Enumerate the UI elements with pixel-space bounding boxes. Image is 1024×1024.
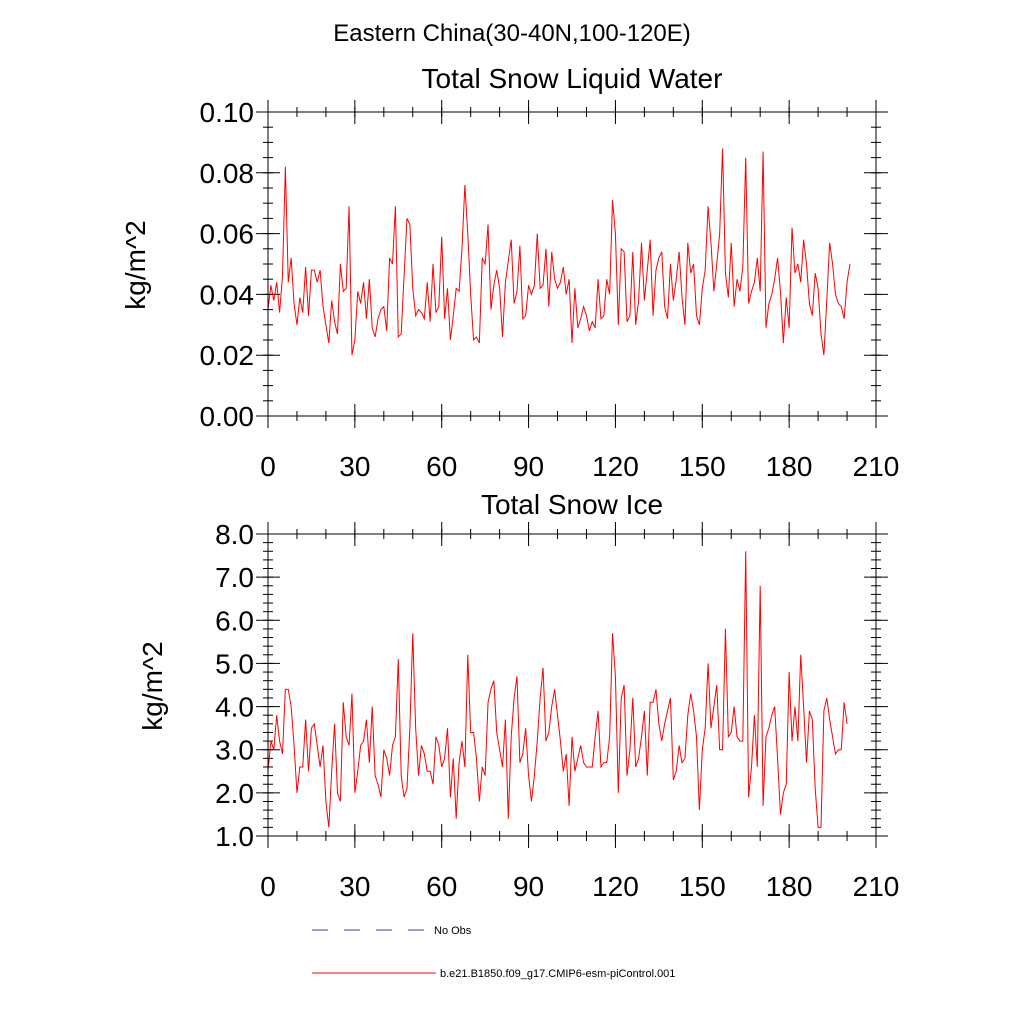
snow-ice-ytick-labels: 1.0 2.0 3.0 4.0 5.0 6.0 7.0 8.0 xyxy=(215,519,254,852)
snow-ice-ytick-label: 8.0 xyxy=(215,519,254,550)
snow-liquid-water-plot-frame xyxy=(267,111,877,417)
snow-liquid-water-ytick-label: 0.00 xyxy=(200,401,255,432)
snow-ice-major-ticks xyxy=(256,522,888,848)
snow-liquid-water-major-ticks xyxy=(256,100,888,428)
snow-ice-xtick-label: 30 xyxy=(339,871,370,902)
snow-ice-xtick-label: 210 xyxy=(853,871,900,902)
snow-ice-plot-frame xyxy=(267,533,877,837)
snow-ice-ytick-label: 6.0 xyxy=(215,605,254,636)
figure-suptitle: Eastern China(30-40N,100-120E) xyxy=(333,20,691,47)
snow-ice-xtick-label: 150 xyxy=(679,871,726,902)
snow-ice-series-line xyxy=(267,551,848,828)
snow-liquid-water-ylabel: kg/m^2 xyxy=(120,220,151,309)
snow-ice-xtick-label: 180 xyxy=(766,871,813,902)
snow-liquid-water-xtick-label: 0 xyxy=(260,451,276,482)
snow-liquid-water-xtick-label: 90 xyxy=(513,451,544,482)
legend-label-no-obs: No Obs xyxy=(434,925,472,937)
snow-liquid-water-xtick-label: 60 xyxy=(426,451,457,482)
snow-ice-xtick-label: 0 xyxy=(260,871,276,902)
snow-ice-ytick-label: 2.0 xyxy=(215,778,254,809)
snow-ice-ytick-label: 1.0 xyxy=(215,821,254,852)
snow-liquid-water-xtick-label: 120 xyxy=(592,451,639,482)
snow-liquid-water-ytick-label: 0.02 xyxy=(200,340,255,371)
legend: No Obs b.e21.B1850.f09_g17.CMIP6-esm-piC… xyxy=(312,925,675,980)
snow-liquid-water-xtick-label: 180 xyxy=(766,451,813,482)
snow-liquid-water-ytick-label: 0.06 xyxy=(200,219,255,250)
snow-liquid-water-xtick-label: 30 xyxy=(339,451,370,482)
snow-liquid-water-title: Total Snow Liquid Water xyxy=(422,63,723,94)
snow-ice-ytick-label: 3.0 xyxy=(215,735,254,766)
snow-liquid-water-xtick-label: 210 xyxy=(853,451,900,482)
snow-ice-ytick-label: 7.0 xyxy=(215,562,254,593)
snow-liquid-water-xtick-labels: 0 30 60 90 120 150 180 210 xyxy=(260,451,899,482)
snow-liquid-water-ytick-label: 0.04 xyxy=(200,279,255,310)
snow-ice-ytick-label: 5.0 xyxy=(215,648,254,679)
snow-liquid-water-ytick-label: 0.08 xyxy=(200,158,255,189)
snow-liquid-water-panel: Total Snow Liquid Water kg/m^2 0.000.020… xyxy=(120,63,899,482)
snow-liquid-water-ytick-labels: 0.00 0.02 0.04 0.06 0.08 0.10 xyxy=(200,97,255,432)
legend-label-model-run: b.e21.B1850.f09_g17.CMIP6-esm-piControl.… xyxy=(440,968,675,980)
snow-liquid-water-ytick-label: 0.10 xyxy=(200,97,255,128)
snow-ice-ytick-label: 4.0 xyxy=(215,692,254,723)
snow-ice-minor-ticks xyxy=(263,529,881,841)
snow-ice-title: Total Snow Ice xyxy=(481,489,663,520)
snow-ice-xtick-labels: 0 30 60 90 120 150 180 210 xyxy=(260,871,899,902)
snow-ice-xtick-label: 90 xyxy=(513,871,544,902)
snow-liquid-water-series-line xyxy=(267,148,851,356)
snow-ice-panel: Total Snow Ice kg/m^2 1.0 2.0 3.0 4.0 5.0 6.0… xyxy=(137,489,899,902)
snow-ice-ylabel: kg/m^2 xyxy=(137,641,168,730)
snow-liquid-water-minor-ticks xyxy=(263,107,881,421)
snow-ice-xtick-label: 60 xyxy=(426,871,457,902)
snow-liquid-water-xtick-label: 150 xyxy=(679,451,726,482)
snow-ice-xtick-label: 120 xyxy=(592,871,639,902)
